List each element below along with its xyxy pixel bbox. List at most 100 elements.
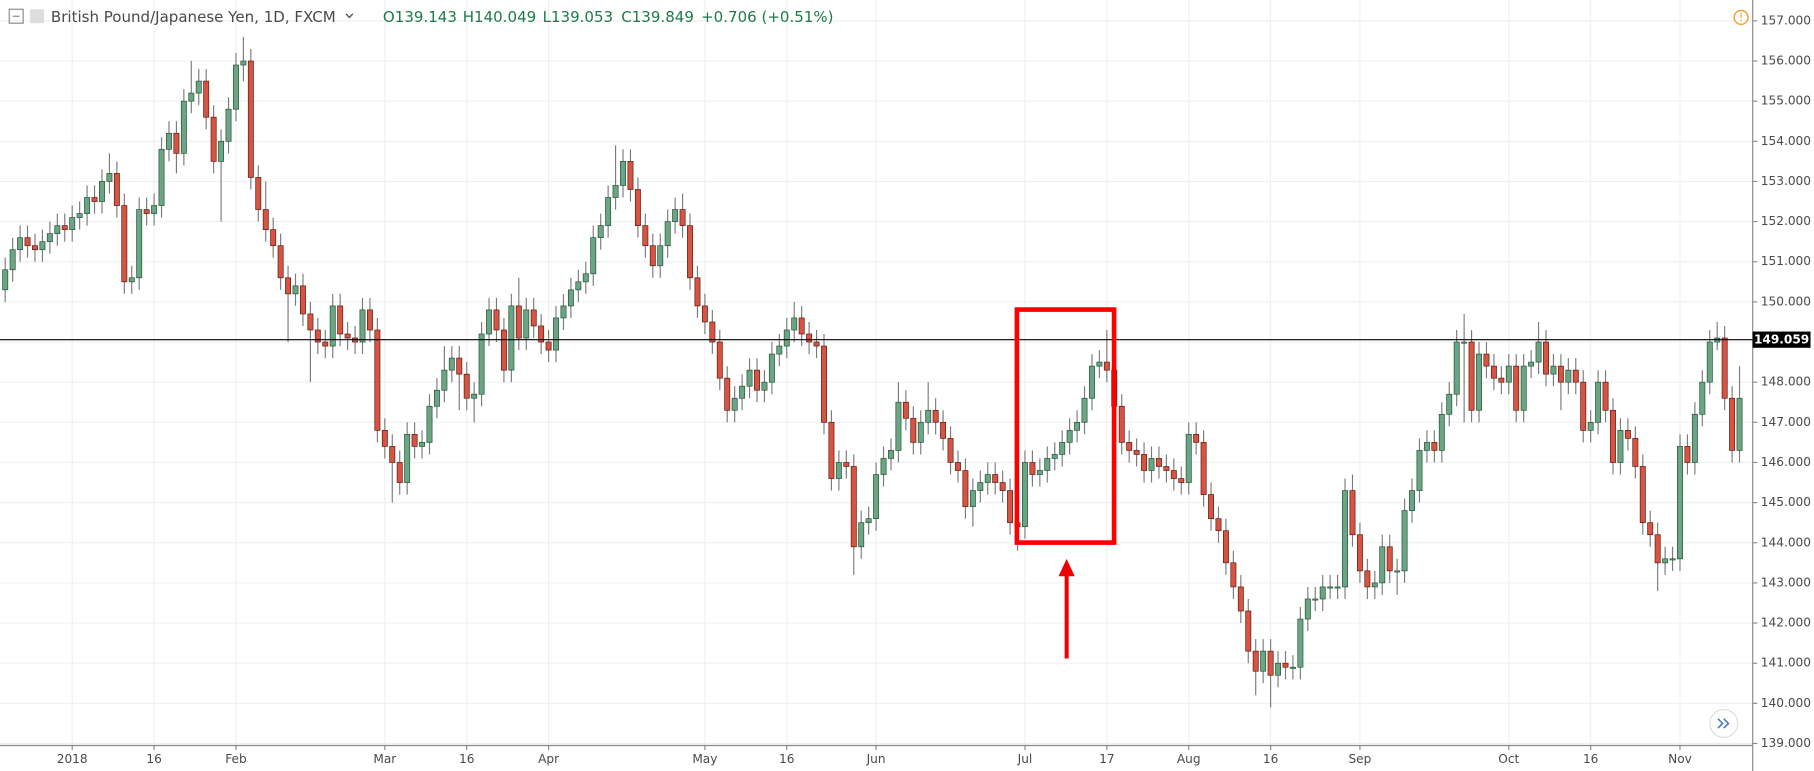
- candle-body: [1691, 413, 1698, 463]
- candle-body: [679, 209, 686, 226]
- candle-body: [1074, 421, 1081, 431]
- candle-body: [173, 132, 180, 154]
- candle-body: [61, 225, 68, 230]
- x-tick-label: Oct: [1498, 752, 1519, 766]
- candle-body: [1237, 586, 1244, 612]
- candle-body: [858, 522, 865, 548]
- candle-body: [1498, 377, 1505, 383]
- candle-body: [84, 197, 91, 214]
- y-tick-label: 145.000: [1761, 495, 1811, 509]
- candle-body: [1386, 546, 1393, 572]
- candle-body: [463, 373, 470, 399]
- candle-body: [411, 434, 418, 447]
- candle-body: [1528, 361, 1535, 367]
- candle-body: [448, 357, 455, 371]
- candle-body: [545, 341, 552, 351]
- candle-body: [791, 317, 798, 331]
- price-label-box: [1752, 331, 1811, 348]
- collapse-icon[interactable]: [8, 8, 24, 24]
- candle-body: [649, 245, 656, 267]
- candle-body: [478, 333, 485, 395]
- candle-body: [262, 209, 269, 230]
- y-tick-label: 153.000: [1761, 174, 1811, 188]
- candle-body: [277, 245, 284, 279]
- candle-body: [1103, 361, 1110, 371]
- x-tick-label: 16: [1583, 752, 1598, 766]
- candle-body: [1721, 337, 1728, 399]
- candle-body: [582, 273, 589, 283]
- candle-body: [314, 329, 321, 343]
- candle-body: [1557, 365, 1564, 383]
- x-tick-label: 16: [779, 752, 794, 766]
- candle-body: [932, 409, 939, 423]
- x-tick-label: Nov: [1668, 752, 1692, 766]
- candle-body: [999, 482, 1006, 491]
- candle-body: [46, 233, 53, 243]
- candle-body: [1580, 381, 1587, 431]
- candle-body: [1729, 397, 1736, 451]
- candle-body: [828, 421, 835, 479]
- y-tick-label: 148.000: [1761, 375, 1811, 389]
- candle-body: [1267, 650, 1274, 676]
- candle-body: [925, 409, 932, 423]
- candle-body: [992, 474, 999, 483]
- candle-body: [620, 161, 626, 186]
- candle-body: [1431, 442, 1438, 451]
- candle-body: [612, 185, 619, 198]
- scroll-icon: [1717, 718, 1730, 729]
- legend-value: H140.049: [463, 8, 536, 26]
- candle-body: [188, 92, 195, 102]
- x-tick-label: 16: [1263, 752, 1278, 766]
- candle-body: [947, 438, 954, 463]
- candle-body: [32, 245, 38, 251]
- candle-body: [984, 474, 991, 483]
- candle-body: [1654, 534, 1661, 564]
- candle-body: [225, 108, 232, 142]
- candle-body: [344, 333, 351, 339]
- candle-body: [1327, 586, 1334, 589]
- candle-body: [91, 197, 98, 202]
- candle-body: [1185, 434, 1192, 483]
- candle-body: [441, 369, 448, 391]
- candle-body: [396, 462, 403, 483]
- candle-body: [1155, 458, 1162, 467]
- candle-body: [977, 482, 984, 491]
- candle-body: [1535, 341, 1542, 363]
- candle-body: [113, 173, 120, 206]
- alert-icon[interactable]: [1733, 9, 1749, 26]
- candle-body: [1394, 570, 1401, 573]
- y-tick-label: 154.000: [1761, 134, 1811, 148]
- candle-body: [1304, 598, 1311, 620]
- candle-body: [1036, 470, 1043, 475]
- candle-body: [1461, 341, 1468, 344]
- candle-body: [17, 237, 24, 251]
- candle-body: [486, 309, 492, 335]
- scroll-button[interactable]: [1709, 708, 1739, 738]
- candle-body: [1632, 438, 1639, 467]
- candle-body: [1520, 365, 1527, 411]
- x-tick-label: Aug: [1177, 752, 1201, 766]
- candle-body: [724, 377, 731, 411]
- x-tick-label: Jun: [866, 752, 886, 766]
- candle-body: [1282, 662, 1289, 668]
- candle-body: [1349, 490, 1356, 536]
- x-tick-label: 16: [459, 752, 474, 766]
- candle-body: [1208, 494, 1215, 520]
- candle-body: [701, 305, 708, 323]
- candle-body: [1476, 353, 1482, 411]
- dropdown-caret[interactable]: [345, 13, 354, 19]
- candle-body: [1409, 490, 1415, 511]
- candle-body: [1215, 518, 1222, 532]
- candle-body: [597, 225, 604, 239]
- candle-body: [143, 209, 150, 214]
- x-tick-label: Apr: [538, 752, 559, 766]
- symbol-title[interactable]: British Pound/Japanese Yen, 1D, FXCM: [51, 8, 336, 26]
- candle-body: [1200, 442, 1207, 495]
- candle-body: [1647, 522, 1654, 536]
- candle-body: [1141, 454, 1148, 471]
- candle-body: [560, 305, 567, 319]
- candle-body: [1624, 430, 1631, 439]
- candle-body: [962, 470, 969, 507]
- x-tick-label: Jul: [1017, 752, 1033, 766]
